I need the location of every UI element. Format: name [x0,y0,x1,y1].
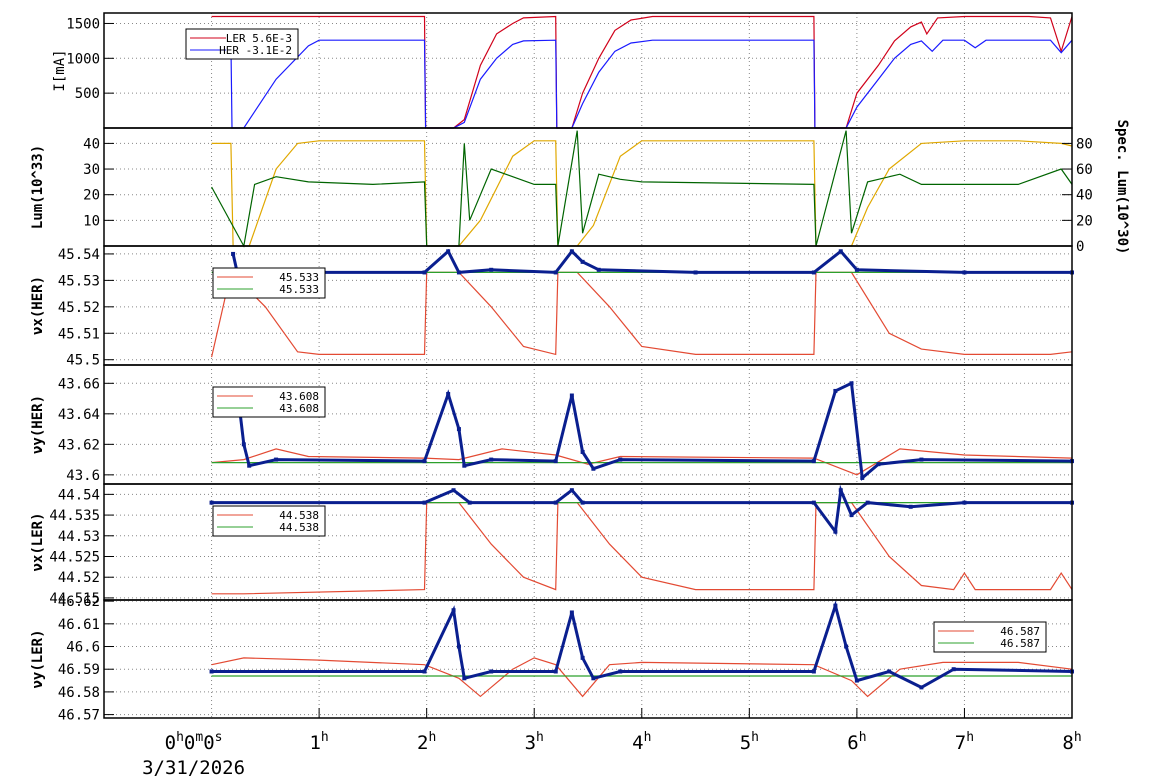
panel-frame [103,127,1073,247]
legend-label: 46.587 [1000,637,1040,650]
legend-label: HER -3.1E-2 [219,44,292,57]
panel-luminosity: 10 20 30 40 0 20 40 60 80 Spec. Lum(10^30) Lum(10^… [30,120,1130,255]
x-date-label: 3/31/2026 [142,757,245,779]
legend-box [212,386,326,418]
y-tick-label: 30 [83,162,100,178]
series-current-her [211,39,1073,129]
y-right-tick-label: 20 [1076,213,1093,229]
y-axis-label: νx(HER) [30,276,46,335]
y-right-tick-label: 40 [1076,188,1093,204]
y-tick-label: 44.54 [58,487,100,503]
legend-label: 45.533 [279,283,319,296]
y-tick-label: 10 [83,213,100,229]
series-nuy_ler-measured [211,600,1073,690]
data-point [209,669,214,674]
y-tick-label: 46.57 [58,708,100,724]
panel-nux_ler: 44.515 44.52 44.525 44.53 44.535 44.54 νx(LER)… [30,483,1074,607]
y-tick-label: 46.6 [66,640,100,656]
y-tick-label: 44.535 [49,508,100,524]
series-nux_ler-measured [211,484,1072,536]
y-tick-label: 44.52 [58,570,100,586]
y-right-tick-label: 60 [1076,162,1093,178]
x-tick-label: 4h [632,730,651,754]
series-nux_her-measured [231,248,1072,280]
panel-nuy_ler: 46.57 46.58 46.59 46.6 46.61 46.62 νy(LER) 46.5… [30,594,1074,724]
y-tick-label: 43.62 [58,437,100,453]
y-tick-label: 44.515 [49,591,100,607]
y-tick-label: 45.52 [58,300,100,316]
y-tick-label: 46.62 [58,594,100,610]
y-axis-label: I[mA] [52,49,68,91]
y-right-axis-label: Spec. Lum(10^30) [1114,120,1130,255]
y-tick-label: 20 [83,188,100,204]
legend-label: 43.608 [279,390,319,403]
y-tick-label: 46.58 [58,685,100,701]
y-tick-label: 1000 [66,51,100,67]
y-tick-label: 1500 [66,16,100,32]
panel-frame [103,599,1073,719]
y-tick-label: 44.525 [49,550,100,566]
series-luminosity-spec-lum [211,130,1073,248]
series-luminosity-lum [211,140,1073,247]
x-tick-label: 1h [309,730,328,754]
legend-label: 46.587 [1000,625,1040,638]
legend-box [933,621,1047,653]
legend-box [185,28,299,60]
y-right-tick-label: 0 [1076,239,1084,255]
y-tick-label: 46.59 [58,662,100,678]
x-tick-label: 2h [417,730,436,754]
legend-label: 44.538 [279,509,319,522]
legend-box [212,505,326,537]
legend-label: 45.533 [279,271,319,284]
y-tick-label: 43.64 [58,407,100,423]
y-tick-label: 46.61 [58,617,100,633]
x-origin-label: 0h0m0s [165,730,223,754]
y-tick-label: 44.53 [58,529,100,545]
data-point [209,500,214,505]
x-tick-label: 3h [525,730,544,754]
legend-box [212,267,326,299]
y-tick-label: 43.6 [66,468,100,484]
y-tick-label: 40 [83,136,100,152]
x-tick-label: 8h [1062,730,1081,754]
series-nuy_her-measured [236,381,1073,481]
y-tick-label: 45.53 [58,273,100,289]
y-right-tick-label: 80 [1076,136,1093,152]
y-axis-label: νy(LER) [30,629,46,688]
legend-label: 44.538 [279,521,319,534]
panel-nux_her: 45.5 45.51 45.52 45.53 45.54 νx(HER) 45.53345.… [30,245,1074,369]
series-current-ler [211,15,1073,129]
x-tick-label: 5h [740,730,759,754]
y-tick-label: 45.5 [66,353,100,369]
y-tick-label: 500 [75,86,100,102]
legend-label: LER 5.6E-3 [226,32,292,45]
x-tick-label: 6h [847,730,866,754]
y-axis-label: νy(HER) [30,395,46,454]
y-tick-label: 43.66 [58,376,100,392]
y-tick-label: 45.51 [58,326,100,342]
y-axis-label: Lum(10^33) [30,145,46,229]
y-tick-label: 45.54 [58,247,100,263]
legend-label: 43.608 [279,402,319,415]
y-axis-label: νx(LER) [30,512,46,571]
x-tick-label: 7h [955,730,974,754]
series-nuy_ler-set [211,657,1073,698]
